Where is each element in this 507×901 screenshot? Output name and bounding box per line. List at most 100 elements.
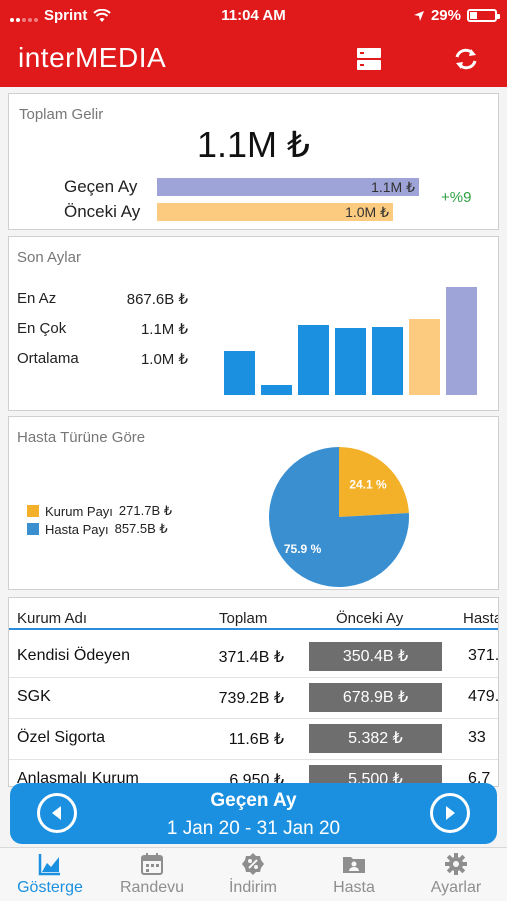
row-total: 739.2B ₺ bbox=[218, 690, 284, 707]
legend-value: 857.5B ₺ bbox=[114, 521, 168, 536]
tab-label: İndirim bbox=[228, 879, 277, 896]
next-period-button[interactable] bbox=[430, 793, 470, 833]
gear-icon bbox=[445, 853, 467, 875]
row-name: Kendisi Ödeyen bbox=[17, 647, 130, 664]
period-selector: Geçen Ay 1 Jan 20 - 31 Jan 20 bbox=[10, 783, 497, 844]
tab-settings[interactable]: Ayarlar bbox=[406, 848, 506, 901]
app-bar: interMEDIA bbox=[0, 32, 507, 87]
recent-months-card[interactable]: Son Aylar En Az 867.6B ₺ En Çok 1.1M ₺ O… bbox=[8, 236, 499, 411]
tab-label: Gösterge bbox=[17, 879, 83, 896]
row-name: Özel Sigorta bbox=[17, 729, 106, 746]
legend-hasta: Hasta Payı 857.5B ₺ bbox=[27, 521, 168, 537]
signal-icon bbox=[10, 10, 38, 22]
legend-label: Hasta Payı bbox=[45, 521, 109, 537]
period-range: 1 Jan 20 - 31 Jan 20 bbox=[166, 818, 341, 839]
table-row[interactable]: Özel Sigorta 11.6B ₺ 5.382 ₺ 33 bbox=[9, 719, 498, 760]
location-icon bbox=[413, 10, 424, 21]
legend-kurum: Kurum Payı 271.7B ₺ bbox=[27, 503, 172, 519]
carrier-label: Sprint bbox=[44, 7, 88, 24]
row-name: Anlaşmalı Kurum bbox=[17, 770, 139, 787]
clock: 11:04 AM bbox=[221, 7, 286, 24]
row-patient: 6.7 bbox=[468, 770, 491, 787]
pie-slice-label: 24.1 % bbox=[349, 478, 387, 492]
last-month-label: Geçen Ay bbox=[64, 177, 138, 196]
patient-pie-chart: 24.1 % 75.9 % bbox=[269, 447, 409, 587]
tab-dashboard[interactable]: Gösterge bbox=[0, 848, 100, 901]
status-bar: Sprint 11:04 AM 29% bbox=[0, 0, 507, 32]
tab-patient[interactable]: Hasta bbox=[304, 848, 404, 901]
period-title: Geçen Ay bbox=[210, 790, 297, 811]
months-bar-chart bbox=[224, 287, 477, 395]
month-bar bbox=[298, 325, 329, 395]
legend-swatch bbox=[27, 505, 39, 517]
row-total: 11.6B ₺ bbox=[228, 731, 284, 748]
tab-label: Randevu bbox=[119, 879, 185, 896]
patient-type-title: Hasta Türüne Göre bbox=[17, 429, 146, 446]
average-value: 1.0M ₺ bbox=[140, 351, 188, 368]
server-icon bbox=[357, 48, 381, 70]
column-header-patient[interactable]: Hasta bbox=[463, 610, 499, 627]
column-header-total[interactable]: Toplam bbox=[219, 610, 268, 627]
max-value: 1.1M ₺ bbox=[140, 321, 188, 338]
table-row[interactable]: Anlaşmalı Kurum 6.950 ₺ 5.500 ₺ 6.7 bbox=[9, 760, 498, 787]
table-row[interactable]: Kendisi Ödeyen 371.4B ₺ 350.4B ₺ 371. bbox=[9, 637, 498, 678]
pie-slice-label: 75.9 % bbox=[284, 542, 322, 556]
patient-folder-icon bbox=[343, 857, 365, 873]
prev-month-value: 1.0M ₺ bbox=[345, 204, 389, 220]
header-divider bbox=[9, 628, 498, 630]
recent-months-title: Son Aylar bbox=[17, 249, 81, 266]
chevron-left-icon bbox=[52, 806, 61, 820]
row-prev: 350.4B ₺ bbox=[309, 642, 442, 671]
revenue-total: 1.1M ₺ bbox=[197, 124, 310, 165]
revenue-card[interactable]: Toplam Gelir 1.1M ₺ Geçen Ay 1.1M ₺ Önce… bbox=[8, 93, 499, 230]
server-button[interactable] bbox=[354, 44, 384, 74]
prev-month-label: Önceki Ay bbox=[64, 202, 141, 221]
table-row[interactable]: SGK 739.2B ₺ 678.9B ₺ 479. bbox=[9, 678, 499, 719]
battery-icon bbox=[467, 9, 500, 22]
legend-swatch bbox=[27, 523, 39, 535]
growth-badge: +%9 bbox=[441, 189, 472, 206]
month-bar bbox=[446, 287, 477, 395]
min-value: 867.6B ₺ bbox=[126, 291, 188, 308]
row-total: 371.4B ₺ bbox=[218, 649, 284, 666]
legend-value: 271.7B ₺ bbox=[118, 503, 173, 518]
row-name: SGK bbox=[17, 688, 51, 705]
revenue-title: Toplam Gelir bbox=[19, 106, 104, 123]
row-prev: 5.382 ₺ bbox=[309, 724, 442, 753]
pie-slice bbox=[339, 447, 409, 517]
prev-month-bar: 1.0M ₺ bbox=[157, 203, 393, 221]
last-month-bar: 1.1M ₺ bbox=[157, 178, 419, 196]
average-label: Ortalama bbox=[17, 350, 79, 367]
pie-slice bbox=[269, 447, 409, 587]
row-patient: 479. bbox=[468, 688, 499, 705]
tab-label: Ayarlar bbox=[430, 879, 482, 896]
tab-appointments[interactable]: Randevu bbox=[102, 848, 202, 901]
wifi-icon bbox=[93, 8, 112, 22]
row-total: 6.950 ₺ bbox=[229, 772, 284, 787]
row-prev: 5.500 ₺ bbox=[309, 765, 442, 786]
refresh-button[interactable] bbox=[451, 44, 481, 74]
refresh-icon bbox=[455, 48, 477, 70]
tab-bar: Gösterge Randevu İndirim Hasta Ayarlar bbox=[0, 847, 507, 901]
month-bar bbox=[372, 327, 403, 395]
last-month-value: 1.1M ₺ bbox=[371, 179, 415, 195]
row-patient: 33 bbox=[468, 729, 486, 746]
patient-type-card[interactable]: Hasta Türüne Göre Kurum Payı 271.7B ₺ Ha… bbox=[8, 416, 499, 590]
month-bar bbox=[335, 328, 366, 395]
calendar-icon bbox=[141, 853, 163, 875]
legend-label: Kurum Payı bbox=[45, 503, 113, 519]
tab-discount[interactable]: İndirim bbox=[203, 848, 303, 901]
column-header-name[interactable]: Kurum Adı bbox=[17, 610, 88, 627]
institution-table[interactable]: Kurum Adı Toplam Önceki Ay Hasta Kendisi… bbox=[8, 597, 499, 787]
app-title: interMEDIA bbox=[18, 42, 167, 73]
chevron-right-icon bbox=[446, 806, 455, 820]
column-header-prev[interactable]: Önceki Ay bbox=[336, 610, 404, 627]
month-bar bbox=[224, 351, 255, 395]
row-prev: 678.9B ₺ bbox=[309, 683, 442, 712]
battery-percent: 29% bbox=[430, 7, 461, 24]
min-label: En Az bbox=[17, 290, 57, 307]
discount-icon bbox=[242, 853, 264, 875]
tab-label: Hasta bbox=[333, 879, 375, 896]
previous-period-button[interactable] bbox=[37, 793, 77, 833]
chart-icon bbox=[38, 854, 60, 876]
